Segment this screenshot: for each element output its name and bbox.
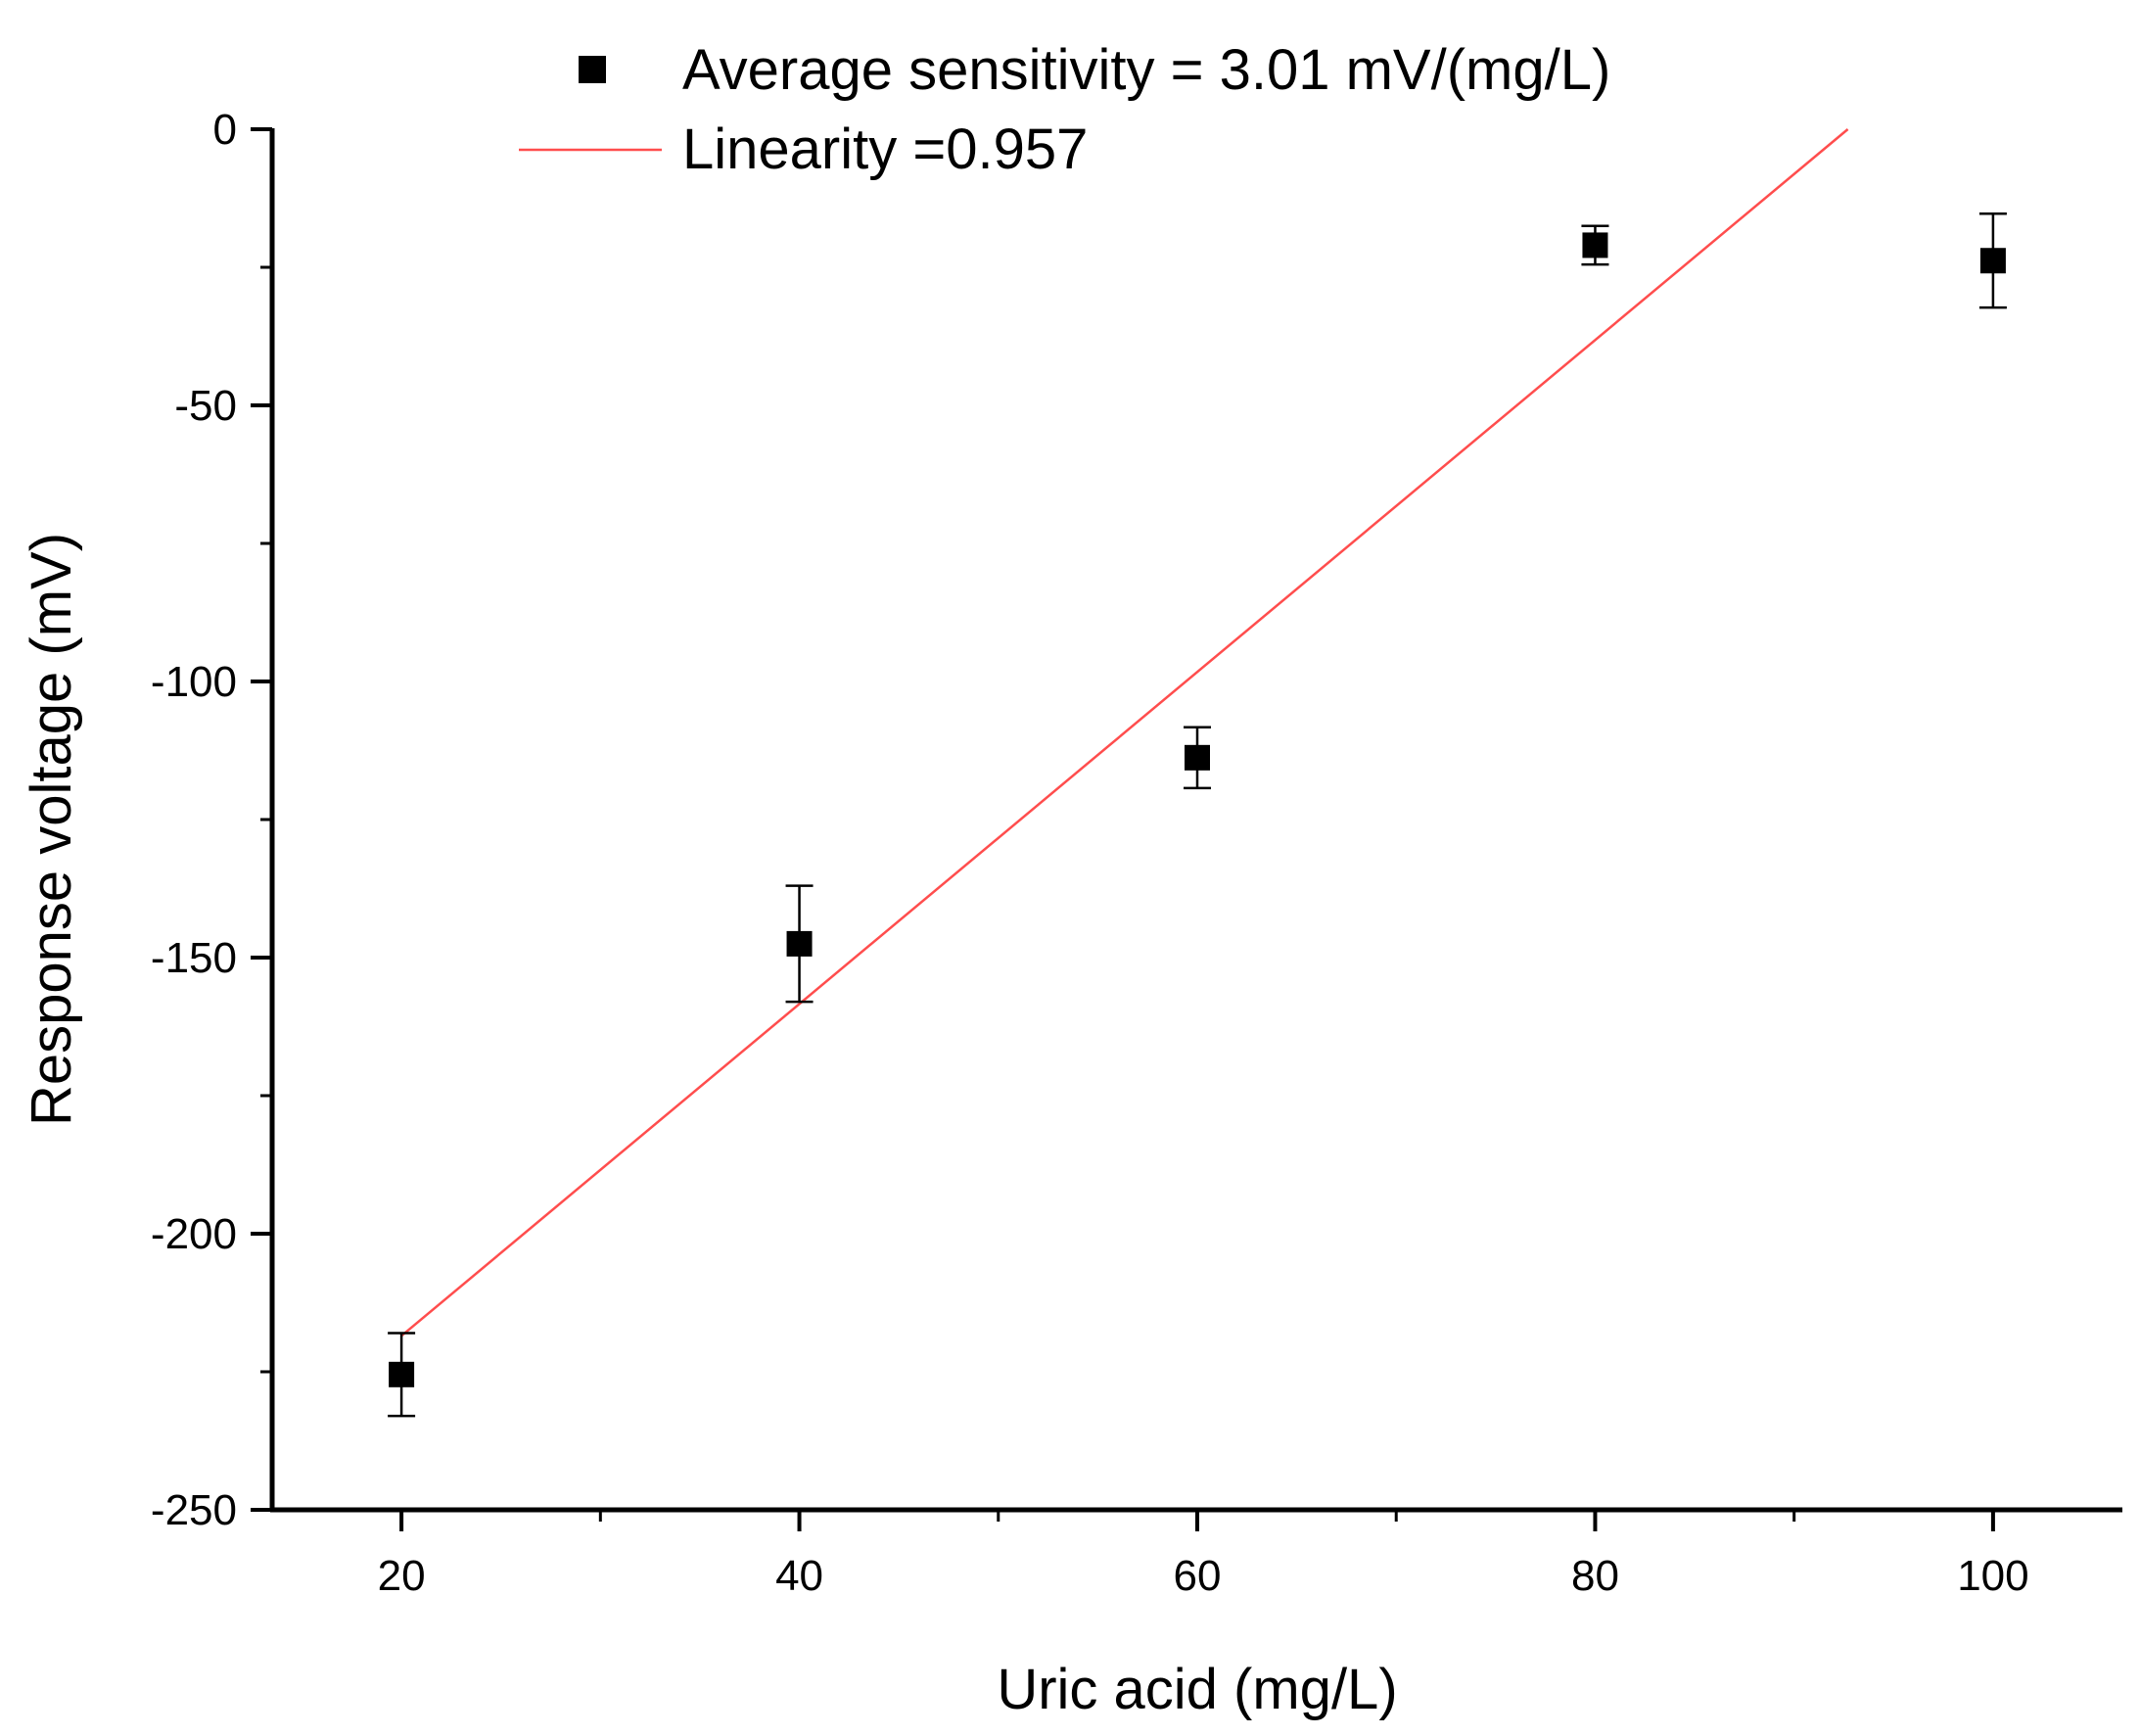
legend-label-linearity: Linearity =0.957 xyxy=(682,117,1088,181)
data-point xyxy=(1582,232,1608,258)
legend-marker-square xyxy=(579,56,606,83)
y-tick-label: -200 xyxy=(151,1210,237,1258)
x-tick-label: 80 xyxy=(1571,1552,1619,1600)
x-tick-label: 60 xyxy=(1174,1552,1222,1600)
data-point xyxy=(389,1361,415,1387)
y-axis-title: Response voltage (mV) xyxy=(20,533,83,1126)
x-tick-label: 100 xyxy=(1957,1552,2028,1600)
data-point xyxy=(786,930,813,957)
x-tick-label: 40 xyxy=(775,1552,823,1600)
legend-label-sensitivity: Average sensitivity = 3.01 mV/(mg/L) xyxy=(682,38,1610,102)
legend: Average sensitivity = 3.01 mV/(mg/L) Lin… xyxy=(519,38,1610,181)
y-tick-label: 0 xyxy=(213,106,237,154)
data-points-layer xyxy=(388,212,2007,1418)
y-tick-label: -150 xyxy=(151,934,237,982)
y-tick-label: -250 xyxy=(151,1486,237,1534)
x-tick-label: 20 xyxy=(378,1552,426,1600)
x-axis-title: Uric acid (mg/L) xyxy=(997,1658,1397,1721)
y-tick-label: -100 xyxy=(151,658,237,706)
fit-line-layer xyxy=(400,128,1849,1337)
y-tick-label: -50 xyxy=(174,382,237,430)
axes xyxy=(251,127,2122,1531)
tick-labels-layer: 0 -50 -100 -150 -200 -250 20 40 60 80 100 xyxy=(151,106,2029,1600)
data-point xyxy=(1979,248,2006,274)
linear-fit-line xyxy=(400,128,1849,1337)
data-point xyxy=(1185,744,1210,771)
